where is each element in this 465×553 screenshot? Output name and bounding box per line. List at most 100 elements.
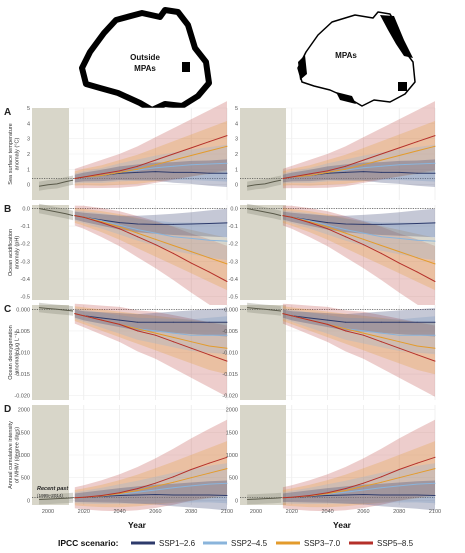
point-ssp126: [137, 223, 138, 225]
point-ssp585: [398, 469, 400, 470]
point-ssp585: [434, 135, 436, 137]
point-ssp585: [416, 462, 418, 464]
point-ssp585: [282, 313, 284, 315]
series-line-ssp585: [74, 456, 228, 499]
point-ssp585: [434, 360, 436, 362]
point-ssp245: [416, 163, 418, 165]
point-ssp370: [327, 493, 329, 495]
x-axis-title-right: Year: [333, 520, 352, 530]
point-ssp585: [137, 236, 138, 238]
y-tick-label: 3: [27, 137, 30, 143]
x-tick-label: 2060: [357, 509, 369, 515]
point-ssp585: [291, 315, 293, 317]
recent-past-label: Recent past: [37, 486, 69, 492]
band-ssp585: [74, 205, 227, 318]
point-ssp585: [172, 476, 174, 478]
point-ssp126: [362, 321, 364, 323]
band-ssp370: [282, 121, 435, 186]
point-ssp245: [398, 334, 400, 336]
y-tick-label: 2: [235, 152, 238, 158]
recent-past-shade: [32, 205, 69, 300]
point-ssp370: [190, 477, 192, 479]
point-ssp126: [345, 494, 346, 496]
legend-label-ssp245: SSP2–4.5: [231, 539, 268, 548]
point-ssp370: [345, 490, 346, 491]
point-ssp126: [172, 171, 174, 173]
point-ssp585: [154, 244, 156, 246]
historical-line: [38, 208, 74, 217]
x-tick-label: 2080: [185, 509, 197, 515]
point-ssp126: [380, 494, 382, 496]
band-ssp370: [282, 441, 435, 508]
point-ssp245: [172, 165, 174, 167]
point-ssp370: [362, 332, 364, 334]
point-ssp585: [327, 323, 329, 325]
point-ssp126: [154, 171, 156, 173]
y-tick-label: -0.020: [222, 394, 238, 400]
band-ssp370: [74, 121, 227, 186]
y-axis-label-line: Sea surface temperature: [8, 123, 14, 185]
band-ssp126: [74, 480, 227, 511]
y-tick-label: -0.4: [229, 277, 238, 283]
point-ssp126: [327, 222, 329, 224]
historical-line: [247, 208, 282, 217]
x-tick-label: 2040: [113, 509, 125, 515]
point-ssp126: [327, 319, 329, 321]
point-ssp126: [398, 171, 400, 173]
y-tick-label: 4: [27, 121, 30, 127]
panel-label-c: C: [4, 304, 11, 315]
panel-label-a: A: [4, 107, 11, 118]
map-outside-mpas: Outside MPAs: [79, 7, 212, 121]
point-ssp370: [190, 341, 192, 343]
point-ssp370: [208, 257, 210, 259]
point-ssp585: [380, 252, 382, 254]
point-ssp245: [362, 489, 364, 491]
point-ssp370: [398, 341, 400, 343]
point-ssp126: [362, 223, 364, 225]
panel-c-outside: 0.000 -0.005 -0.010 -0.015 -0.020: [14, 302, 228, 400]
point-ssp370: [226, 468, 228, 470]
x-tick-label: 2100: [221, 509, 233, 515]
point-ssp370: [137, 168, 138, 170]
y-tick-label: 5: [27, 106, 30, 112]
band-ssp126: [74, 159, 227, 187]
point-ssp585: [101, 495, 103, 496]
point-ssp585: [434, 456, 436, 458]
y-tick-label: 1000: [18, 453, 30, 459]
x-tick-label: 2080: [393, 509, 405, 515]
point-ssp585: [190, 147, 192, 149]
band-ssp126: [74, 208, 227, 238]
y-axis-label-line: anomaly (μg L⁻¹): [15, 331, 21, 373]
point-ssp370: [434, 347, 436, 349]
y-tick-label: -0.1: [229, 224, 238, 230]
point-ssp585: [362, 334, 364, 336]
point-ssp245: [434, 240, 436, 242]
point-ssp126: [226, 495, 228, 496]
point-ssp126: [208, 172, 210, 174]
point-ssp585: [190, 469, 192, 470]
band-ssp585: [282, 205, 435, 318]
point-ssp126: [362, 494, 364, 495]
point-ssp126: [345, 223, 346, 225]
point-ssp370: [208, 345, 210, 347]
point-ssp585: [83, 216, 85, 218]
point-ssp245: [416, 483, 418, 485]
point-ssp585: [74, 497, 76, 499]
y-tick-label: -0.020: [14, 394, 30, 400]
series-line-ssp126: [282, 313, 435, 323]
point-ssp585: [208, 354, 210, 356]
point-ssp370: [345, 168, 346, 170]
point-ssp370: [309, 221, 311, 223]
point-ssp370: [327, 226, 329, 228]
y-axis-label-line: anomaly (pH): [15, 236, 21, 270]
y-tick-label: 2000: [18, 408, 30, 414]
point-ssp126: [416, 494, 418, 496]
point-ssp585: [309, 319, 311, 321]
y-tick-label: 4: [235, 121, 238, 127]
point-ssp126: [416, 172, 418, 174]
point-ssp370: [154, 485, 156, 487]
panel-label-b: B: [4, 204, 11, 215]
point-ssp585: [154, 159, 156, 161]
point-ssp126: [416, 321, 418, 323]
